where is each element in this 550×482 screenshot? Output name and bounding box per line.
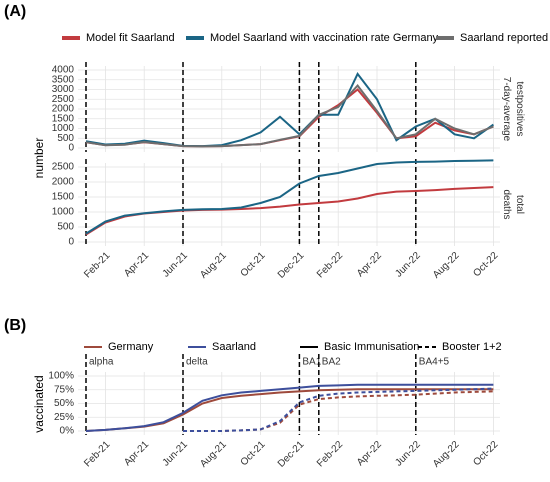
panel-label: (B) bbox=[4, 317, 26, 334]
x-tick-label: Aug-22 bbox=[431, 250, 462, 281]
y-tick-label: 500 bbox=[57, 133, 74, 144]
y-tick-label: 0% bbox=[60, 426, 75, 437]
y-axis-label: number bbox=[32, 138, 46, 179]
strip-label: totaldeaths bbox=[501, 189, 525, 219]
legend-label: Saarland reported bbox=[460, 32, 548, 44]
y-tick-label: 100% bbox=[48, 371, 74, 382]
legend-label: Model fit Saarland bbox=[86, 32, 175, 44]
x-tick-label: Apr-21 bbox=[122, 250, 151, 279]
data-line bbox=[85, 383, 494, 432]
y-tick-label: 1500 bbox=[52, 192, 75, 203]
strip-line: deaths bbox=[501, 189, 512, 219]
x-tick-label: Oct-22 bbox=[471, 250, 500, 279]
y-tick-label: 3500 bbox=[52, 74, 75, 85]
data-line bbox=[85, 71, 494, 148]
x-tick-label: Feb-22 bbox=[315, 439, 345, 469]
x-tick-label: Dec-21 bbox=[276, 250, 307, 281]
x-tick-label: Jun-21 bbox=[161, 250, 191, 280]
y-tick-label: 1500 bbox=[52, 113, 75, 124]
strip-label: testpositives7-day-average bbox=[501, 77, 525, 142]
x-tick-label: Aug-22 bbox=[431, 439, 462, 470]
x-tick-label: Aug-21 bbox=[198, 250, 229, 281]
x-tick-label: Dec-21 bbox=[276, 439, 307, 470]
event-label: BA2 bbox=[322, 357, 341, 368]
data-line bbox=[85, 159, 494, 235]
panel-label: (A) bbox=[4, 3, 26, 20]
legend-label: Basic Immunisation bbox=[324, 341, 419, 353]
y-tick-label: 0 bbox=[68, 237, 74, 248]
x-tick-label: Apr-22 bbox=[355, 250, 384, 279]
legend-label: Germany bbox=[108, 341, 154, 353]
y-tick-label: 1000 bbox=[52, 123, 75, 134]
y-tick-label: 500 bbox=[57, 222, 74, 233]
event-label: alpha bbox=[89, 357, 114, 368]
legend-label: Saarland bbox=[212, 341, 256, 353]
y-tick-label: 4000 bbox=[52, 65, 75, 76]
y-axis-label: vaccinated bbox=[32, 375, 46, 432]
x-tick-label: Apr-22 bbox=[355, 439, 384, 468]
legend-label: Model Saarland with vaccination rate Ger… bbox=[210, 32, 439, 44]
y-tick-label: 50% bbox=[54, 398, 74, 409]
event-label: BA1 bbox=[302, 357, 321, 368]
event-label: BA4+5 bbox=[419, 357, 450, 368]
data-line bbox=[85, 84, 494, 148]
y-tick-label: 2000 bbox=[52, 104, 75, 115]
strip-line: total bbox=[514, 195, 525, 214]
strip-line: 7-day-average bbox=[501, 77, 512, 142]
event-label: delta bbox=[186, 357, 208, 368]
y-tick-label: 0 bbox=[68, 143, 74, 154]
x-tick-label: Jun-21 bbox=[161, 439, 191, 469]
y-tick-label: 75% bbox=[54, 384, 74, 395]
legend-label: Booster 1+2 bbox=[442, 341, 502, 353]
y-tick-label: 3000 bbox=[52, 84, 75, 95]
x-tick-label: Apr-21 bbox=[122, 439, 151, 468]
strip-line: testpositives bbox=[514, 81, 525, 136]
x-tick-label: Oct-21 bbox=[239, 250, 268, 279]
x-tick-label: Feb-22 bbox=[315, 250, 345, 280]
y-tick-label: 2500 bbox=[52, 162, 75, 173]
x-tick-label: Jun-22 bbox=[393, 439, 423, 469]
y-tick-label: 1000 bbox=[52, 207, 75, 218]
x-tick-label: Jun-22 bbox=[393, 250, 423, 280]
data-line bbox=[183, 387, 494, 432]
y-tick-label: 2500 bbox=[52, 94, 75, 105]
x-tick-label: Feb-21 bbox=[82, 439, 112, 469]
y-tick-label: 2000 bbox=[52, 177, 75, 188]
x-tick-label: Oct-21 bbox=[239, 439, 268, 468]
x-tick-label: Oct-22 bbox=[471, 439, 500, 468]
x-tick-label: Feb-21 bbox=[82, 250, 112, 280]
y-tick-label: 25% bbox=[54, 412, 74, 423]
x-tick-label: Aug-21 bbox=[198, 439, 229, 470]
